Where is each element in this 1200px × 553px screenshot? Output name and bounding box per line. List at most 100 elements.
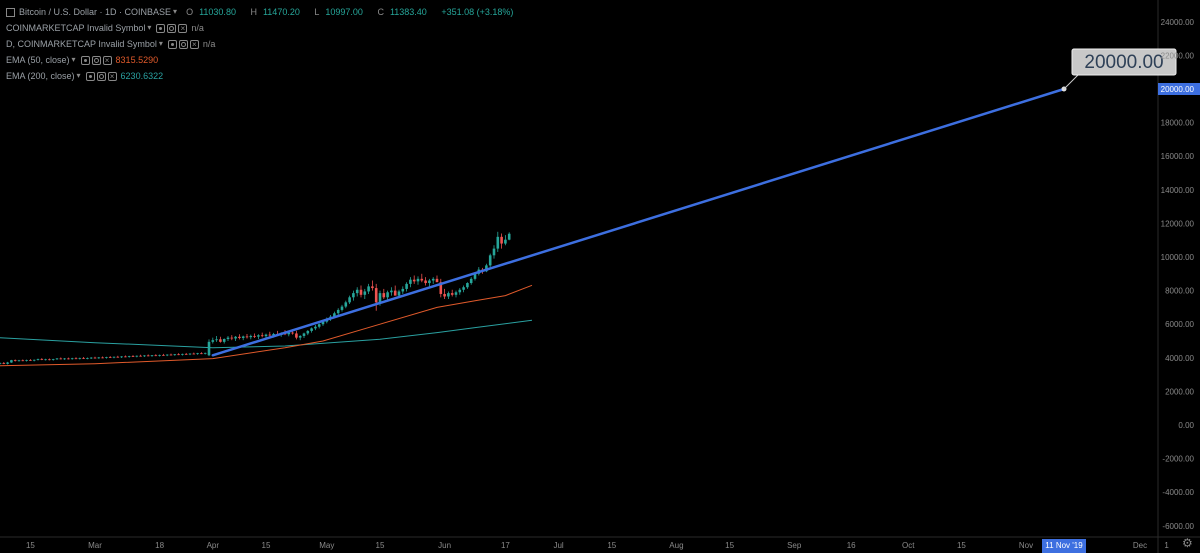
candle (127, 355, 131, 358)
candle-body (382, 293, 386, 298)
chevron-down-icon[interactable]: ▾ (147, 23, 152, 32)
low-label: L (314, 7, 320, 17)
candle (458, 288, 462, 295)
chevron-down-icon[interactable]: ▾ (76, 71, 81, 80)
ema200-path (0, 319, 533, 349)
candle (173, 353, 177, 356)
candle (219, 336, 222, 343)
indicator-title[interactable]: D, COINMARKETCAP Invalid Symbol (6, 39, 157, 49)
date-marker (1042, 539, 1086, 553)
legend-main-row: Bitcoin / U.S. Dollar · 1D · COINBASE ▾ … (6, 4, 519, 20)
candle-body (257, 335, 260, 337)
chevron-down-icon[interactable]: ▾ (71, 55, 76, 64)
eye-icon[interactable] (80, 55, 90, 65)
candle (306, 330, 310, 336)
candle-body (344, 302, 348, 307)
candle-body (55, 358, 59, 360)
candle-body (70, 358, 74, 360)
trendline-group[interactable]: 20000.00 (211, 48, 1177, 357)
chart-settings-gear-icon[interactable]: ⚙ (1182, 536, 1193, 550)
candle (203, 352, 207, 355)
gear-icon[interactable] (96, 71, 106, 81)
candle-body (44, 359, 47, 361)
candle-body (443, 293, 446, 297)
candle (443, 288, 446, 299)
chevron-down-icon[interactable]: ▾ (173, 7, 178, 16)
candle-body (473, 273, 477, 279)
candle-body (253, 335, 256, 337)
candle-body (127, 356, 131, 357)
candle (146, 354, 150, 357)
candle-body (500, 236, 503, 244)
candle-body (314, 326, 317, 329)
candle-body (32, 359, 36, 361)
candle-body (158, 354, 161, 356)
candle (162, 353, 165, 356)
candle-body (177, 354, 180, 356)
candle (48, 358, 51, 361)
gear-icon[interactable] (167, 23, 177, 33)
eye-icon[interactable] (167, 39, 177, 49)
time-tick-label: Sep (787, 541, 802, 550)
candle-body (2, 363, 6, 364)
candle (29, 359, 32, 361)
close-icon[interactable]: × (102, 55, 112, 65)
candle-body (241, 336, 245, 338)
close-icon[interactable]: × (107, 71, 117, 81)
candle (469, 277, 473, 285)
gear-icon[interactable] (91, 55, 101, 65)
time-axis[interactable]: 15 Mar 18 Apr 15 May 15 Jun 17 Jul 15 Aug 15 Sep 16 Oct… (26, 539, 1169, 553)
time-tick-label: Nov (1019, 541, 1033, 550)
price-axis[interactable]: 24000.00 22000.00 20000.00 18000.00 16000.00… (1158, 18, 1200, 531)
close-icon[interactable]: × (189, 39, 199, 49)
candle (181, 353, 184, 356)
candle (374, 283, 378, 311)
symbol-title[interactable]: Bitcoin / U.S. Dollar · 1D · COINBASE (19, 7, 172, 17)
candle-body (272, 333, 275, 336)
candle-body (51, 359, 55, 360)
price-tick-label: 18000.00 (1161, 119, 1195, 128)
legend-indicator-row: COINMARKETCAP Invalid Symbol ▾ × n/a (6, 20, 519, 36)
candle (124, 355, 127, 358)
gear-icon[interactable] (178, 39, 188, 49)
price-marker (1158, 83, 1200, 95)
eye-icon[interactable] (156, 23, 166, 33)
indicator-title[interactable]: EMA (200, close) (6, 71, 75, 81)
candle (59, 357, 63, 360)
candle (302, 332, 306, 338)
time-tick-label: 15 (725, 541, 734, 550)
candle (21, 359, 25, 362)
candle (257, 334, 260, 339)
candle (0, 362, 2, 365)
candle (371, 280, 374, 291)
candle-body (215, 339, 218, 341)
candle (131, 355, 135, 357)
candle-body (359, 289, 363, 295)
candle-body (169, 354, 173, 356)
trendline (211, 87, 1066, 357)
candle-body (466, 283, 469, 288)
indicator-title[interactable]: COINMARKETCAP Invalid Symbol (6, 23, 146, 33)
eye-icon[interactable] (85, 71, 95, 81)
candle (222, 338, 226, 344)
candle (89, 357, 93, 359)
candle-body (192, 353, 196, 355)
candle-body (355, 289, 359, 294)
candle-body (162, 354, 165, 356)
close-icon[interactable]: × (178, 23, 188, 33)
candle-body (249, 335, 253, 338)
candle-body (86, 358, 89, 359)
ema50-line (0, 284, 533, 367)
candle-body (97, 357, 101, 359)
high-label: H (250, 7, 257, 17)
symbol-icon (6, 7, 15, 17)
candle (112, 356, 116, 359)
candle-body (428, 280, 431, 284)
time-tick-label: Aug (669, 541, 683, 550)
legend-indicator-row: D, COINMARKETCAP Invalid Symbol ▾ × n/a (6, 36, 519, 52)
indicator-title[interactable]: EMA (50, close) (6, 55, 70, 65)
candle-body (74, 358, 78, 360)
chevron-down-icon[interactable]: ▾ (158, 39, 163, 48)
time-tick-label: 1 (1164, 541, 1169, 550)
